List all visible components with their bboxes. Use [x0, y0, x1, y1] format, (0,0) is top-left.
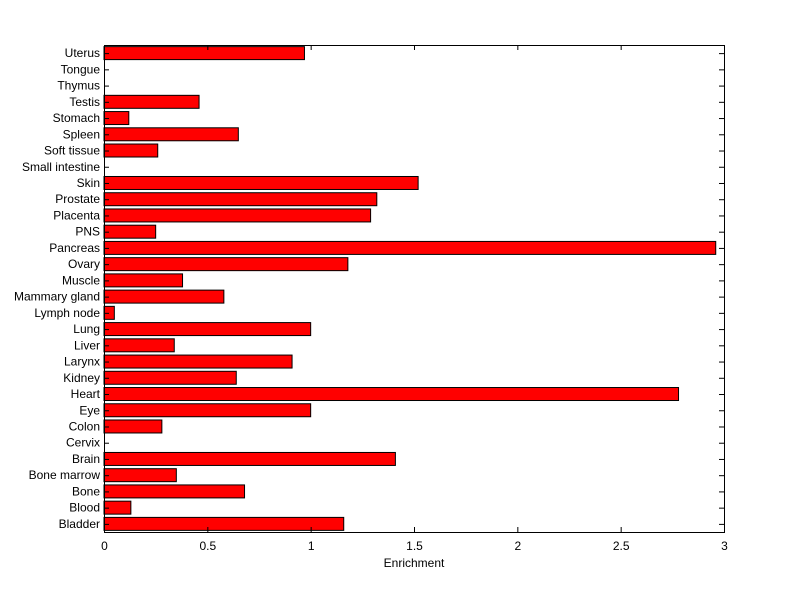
x-axis: 0 0.5 1 1.5 2 2.5 3 — [101, 45, 728, 553]
y-tick-label: Bladder — [59, 517, 100, 531]
bar-kidney — [103, 370, 237, 385]
bar-colon — [103, 419, 163, 434]
x-tick-label: 2.5 — [613, 539, 630, 553]
y-tick-label: PNS — [75, 225, 100, 239]
bar-testis — [103, 94, 200, 109]
y-tick-label: Mammary gland — [14, 290, 100, 304]
bar-larynx — [103, 354, 293, 369]
y-tick-label: Thymus — [57, 79, 100, 93]
x-tick-label: 3 — [721, 539, 728, 553]
y-tick-label: Brain — [72, 452, 100, 466]
y-tick-label: Heart — [71, 387, 101, 401]
y-tick-label: Stomach — [53, 111, 100, 125]
bar-skin — [103, 175, 419, 190]
bar-soft-tissue — [103, 143, 159, 158]
bar-placenta — [103, 208, 372, 223]
y-tick-label: Liver — [74, 338, 100, 352]
y-tick-label: Ovary — [68, 257, 100, 271]
bar-ovary — [103, 257, 349, 272]
x-axis-label: Enrichment — [384, 556, 445, 570]
y-tick-label: Cervix — [66, 436, 100, 450]
bars-group — [103, 46, 717, 531]
y-tick-label: Blood — [69, 501, 100, 515]
bar-heart — [103, 387, 680, 402]
y-tick-label: Uterus — [65, 46, 100, 60]
y-tick-label: Colon — [69, 419, 100, 433]
y-tick-label: Bone marrow — [29, 468, 101, 482]
x-tick-label: 0 — [101, 539, 108, 553]
y-tick-label: Larynx — [64, 355, 100, 369]
bar-bone — [103, 484, 246, 499]
bar-prostate — [103, 192, 378, 207]
y-tick-label: Skin — [77, 176, 100, 190]
y-tick-label: Testis — [69, 95, 100, 109]
bar-pns — [103, 224, 157, 239]
bar-pancreas — [103, 240, 717, 255]
y-axis: Uterus Tongue Thymus Testis Stomach Spleen Sof… — [14, 46, 724, 531]
y-tick-label: Bone — [72, 484, 100, 498]
bar-stomach — [103, 111, 130, 126]
x-tick-label: 1.5 — [406, 539, 423, 553]
y-tick-label: Kidney — [63, 371, 100, 385]
y-tick-label: Small intestine — [22, 160, 100, 174]
bar-bladder — [103, 516, 345, 531]
y-tick-label: Prostate — [55, 192, 100, 206]
bar-liver — [103, 338, 175, 353]
bar-eye — [103, 403, 312, 418]
bar-mammary-gland — [103, 289, 225, 304]
y-tick-label: Spleen — [63, 127, 100, 141]
bar-bone-marrow — [103, 468, 177, 483]
y-tick-label: Tongue — [61, 62, 101, 76]
bar-uterus — [103, 46, 305, 61]
y-tick-label: Soft tissue — [44, 144, 100, 158]
x-tick-label: 1 — [308, 539, 315, 553]
bar-brain — [103, 451, 396, 466]
y-tick-label: Eye — [79, 403, 100, 417]
bar-lymph-node — [103, 305, 115, 320]
y-tick-label: Placenta — [53, 208, 100, 222]
y-tick-label: Lymph node — [34, 306, 100, 320]
bar-muscle — [103, 273, 184, 288]
bar-lung — [103, 322, 312, 337]
x-tick-label: 0.5 — [199, 539, 216, 553]
y-tick-label: Lung — [73, 322, 100, 336]
y-tick-label: Pancreas — [49, 241, 100, 255]
bar-spleen — [103, 127, 239, 142]
x-tick-label: 2 — [514, 539, 521, 553]
y-tick-label: Muscle — [62, 273, 100, 287]
